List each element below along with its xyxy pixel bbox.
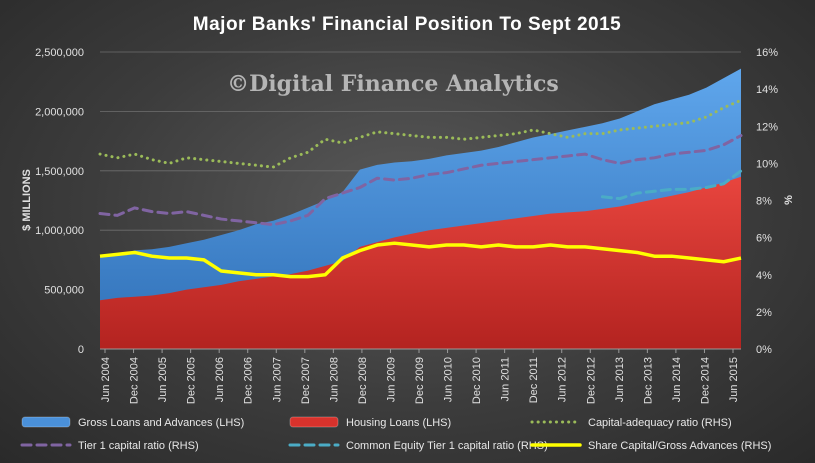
y-left-tick-label: 1,500,000 (35, 166, 84, 178)
x-tick-label: Dec 2013 (642, 357, 654, 404)
legend: Gross Loans and Advances (LHS) Housing Lo… (20, 416, 771, 452)
y-right-tick-label: 8% (756, 196, 772, 208)
y-right-tick-label: 14% (756, 84, 778, 96)
x-tick-label: Dec 2014 (699, 357, 711, 404)
y-right-tick-label: 4% (756, 270, 772, 282)
x-tick-label: Jun 2012 (557, 357, 569, 402)
legend-label: Tier 1 capital ratio (RHS) (78, 440, 199, 452)
watermark: ©Digital Finance Analytics (227, 71, 559, 97)
series-line-common-equity-tier-1-capital-ratio-rhs (600, 169, 743, 201)
y-left-tick-label: 0 (78, 344, 84, 356)
x-tick-label: Dec 2009 (414, 357, 426, 404)
chart-title: Major Banks' Financial Position To Sept … (193, 14, 621, 35)
series-line-capital-adequacy-ratio-rhs (98, 98, 743, 169)
legend-label: Share Capital/Gross Advances (RHS) (588, 440, 771, 452)
y-axis-right-title: % (783, 195, 795, 205)
x-tick-label: Jun 2010 (443, 357, 455, 402)
y-right-tick-label: 12% (756, 121, 778, 133)
y-axis-left-title: $ MILLIONS (21, 169, 33, 231)
legend-item: Share Capital/Gross Advances (RHS) (530, 440, 771, 452)
legend-item: Housing Loans (LHS) (289, 416, 451, 429)
x-tick-label: Dec 2011 (528, 357, 540, 403)
y-left-tick-label: 2,000,000 (35, 106, 84, 118)
legend-item: Tier 1 capital ratio (RHS) (20, 440, 199, 452)
x-tick-label: Dec 2005 (186, 357, 198, 404)
legend-label: Common Equity Tier 1 capital ratio (RHS) (346, 440, 548, 452)
legend-label: Capital-adequacy ratio (RHS) (588, 417, 732, 429)
legend-swatch (289, 416, 339, 428)
x-tick-label: Jun 2004 (100, 357, 112, 402)
legend-swatch (21, 416, 71, 428)
x-tick-label: Dec 2008 (357, 357, 369, 404)
y-left-tick-label: 500,000 (44, 285, 84, 297)
x-tick-label: Jun 2011 (500, 357, 512, 401)
y-left-tick-label: 2,500,000 (35, 47, 84, 59)
legend-item: Capital-adequacy ratio (RHS) (530, 417, 732, 429)
y-right-tick-label: 16% (756, 47, 778, 59)
y-right-tick-label: 10% (756, 158, 778, 170)
axes: 0 500,000 1,000,000 1,500,000 2,000,000 2,500… (35, 47, 778, 404)
x-tick-label: Dec 2004 (129, 357, 141, 404)
y-right-tick-label: 6% (756, 233, 772, 245)
x-tick-label: Jun 2008 (328, 357, 340, 402)
series-area-housing-loans-lhs (100, 176, 741, 349)
series-line-tier-1-capital-ratio-rhs (98, 134, 743, 227)
x-tick-label: Jun 2007 (271, 357, 283, 402)
x-tick-label: Jun 2005 (157, 357, 169, 402)
x-tick-label: Dec 2006 (243, 357, 255, 404)
x-tick-label: Jun 2015 (728, 357, 740, 402)
y-left-tick-label: 1,000,000 (35, 225, 84, 237)
y-right-tick-label: 0% (756, 344, 772, 356)
legend-item: Gross Loans and Advances (LHS) (21, 416, 244, 429)
x-tick-label: Jun 2009 (385, 357, 397, 402)
x-tick-label: Jun 2006 (214, 357, 226, 402)
plot-area (98, 51, 743, 350)
legend-label: Housing Loans (LHS) (346, 417, 451, 429)
x-tick-label: Jun 2014 (671, 357, 683, 402)
y-right-tick-label: 2% (756, 307, 772, 319)
x-tick-label: Dec 2007 (300, 357, 312, 404)
series-line-share-capital-gross-advances-rhs (99, 241, 742, 279)
legend-label: Gross Loans and Advances (LHS) (78, 417, 244, 429)
x-tick-label: Dec 2010 (471, 357, 483, 404)
x-tick-label: Dec 2012 (585, 357, 597, 404)
x-tick-label: Jun 2013 (614, 357, 626, 402)
legend-item: Common Equity Tier 1 capital ratio (RHS) (288, 440, 548, 452)
